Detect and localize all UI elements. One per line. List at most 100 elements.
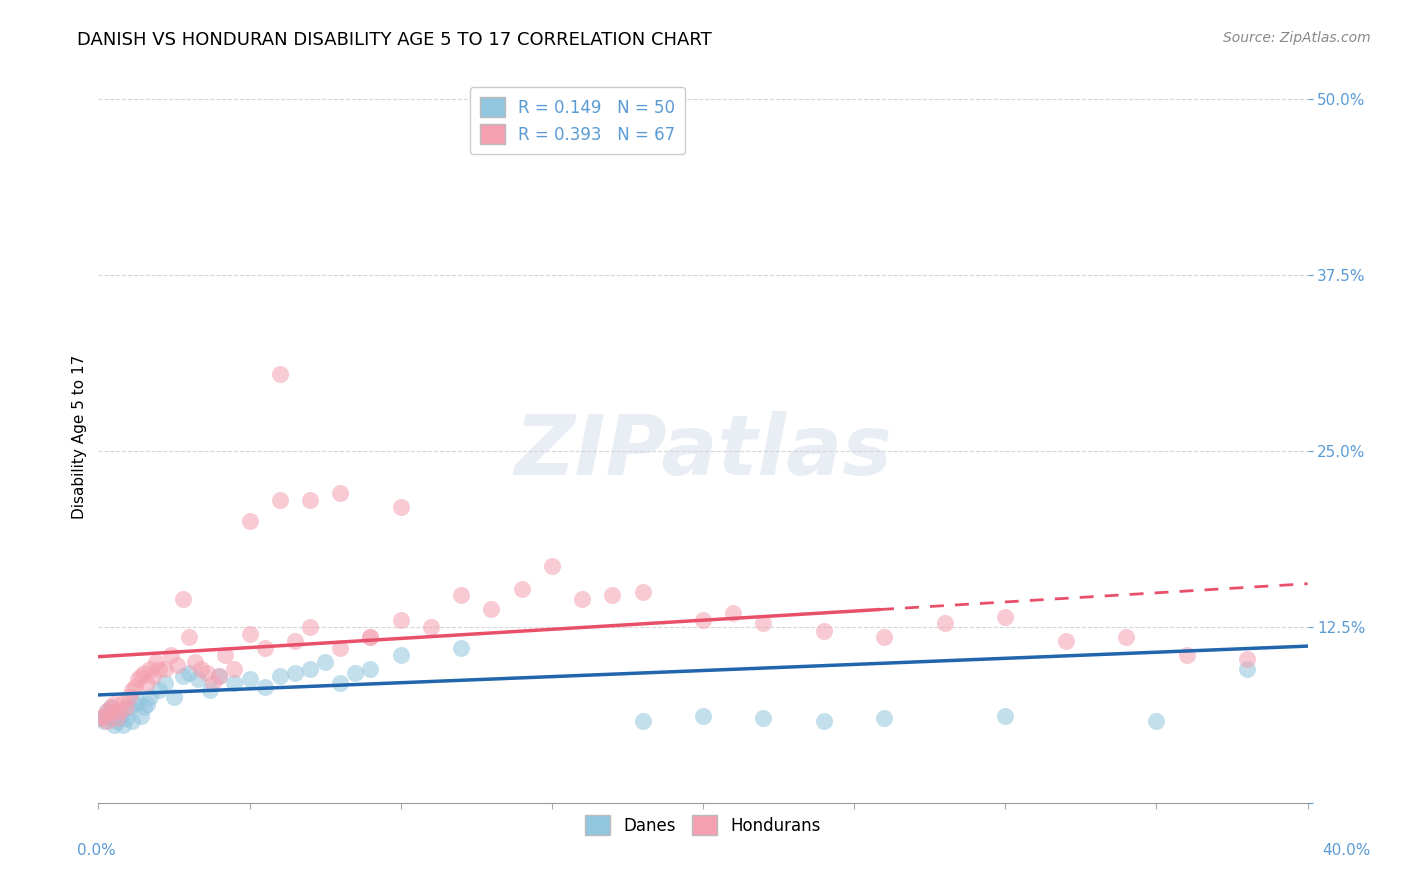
Point xyxy=(179,666,201,681)
Point xyxy=(135,676,157,690)
Point xyxy=(96,705,118,719)
Point xyxy=(481,601,503,615)
Point xyxy=(631,714,654,729)
Point xyxy=(187,672,209,686)
Point xyxy=(100,700,122,714)
Point xyxy=(96,705,118,719)
Point xyxy=(105,714,128,729)
Point xyxy=(284,666,307,681)
Point xyxy=(344,666,367,681)
Point xyxy=(253,681,276,695)
Point xyxy=(239,515,262,529)
Point xyxy=(450,588,472,602)
Point xyxy=(190,662,212,676)
Point xyxy=(269,367,291,381)
Point xyxy=(314,655,336,669)
Point xyxy=(1144,714,1167,729)
Point xyxy=(299,620,322,634)
Point xyxy=(96,708,118,723)
Point xyxy=(224,676,246,690)
Point xyxy=(108,705,131,719)
Point xyxy=(121,714,143,729)
Point xyxy=(284,634,307,648)
Point xyxy=(752,711,775,725)
Text: 0.0%: 0.0% xyxy=(77,843,117,858)
Point xyxy=(111,718,134,732)
Point xyxy=(118,690,141,705)
Point xyxy=(184,655,207,669)
Legend: Danes, Hondurans: Danes, Hondurans xyxy=(578,808,828,842)
Point xyxy=(124,698,146,712)
Point xyxy=(723,606,745,620)
Point xyxy=(139,690,162,705)
Point xyxy=(299,662,322,676)
Point xyxy=(118,700,141,714)
Point xyxy=(195,666,218,681)
Point xyxy=(202,676,225,690)
Point xyxy=(813,624,835,639)
Point xyxy=(269,669,291,683)
Point xyxy=(934,615,956,630)
Point xyxy=(93,714,115,729)
Point xyxy=(148,683,170,698)
Point xyxy=(510,582,533,596)
Point xyxy=(1175,648,1198,662)
Point xyxy=(253,641,276,656)
Point xyxy=(208,669,231,683)
Point xyxy=(994,708,1017,723)
Point xyxy=(269,493,291,508)
Point xyxy=(360,630,382,644)
Point xyxy=(1054,634,1077,648)
Point xyxy=(1236,652,1258,666)
Point xyxy=(153,676,176,690)
Text: 40.0%: 40.0% xyxy=(1323,843,1371,858)
Point xyxy=(540,559,562,574)
Point xyxy=(329,676,352,690)
Point xyxy=(103,711,125,725)
Point xyxy=(129,708,152,723)
Point xyxy=(389,613,412,627)
Point xyxy=(239,672,262,686)
Point xyxy=(360,630,382,644)
Point xyxy=(873,711,896,725)
Point xyxy=(214,648,236,662)
Point xyxy=(90,711,112,725)
Text: ZIPatlas: ZIPatlas xyxy=(515,411,891,492)
Point xyxy=(172,669,194,683)
Text: Source: ZipAtlas.com: Source: ZipAtlas.com xyxy=(1223,31,1371,45)
Point xyxy=(148,662,170,676)
Point xyxy=(100,700,122,714)
Point xyxy=(103,705,125,719)
Point xyxy=(994,610,1017,624)
Point xyxy=(692,613,714,627)
Point xyxy=(105,711,128,725)
Point xyxy=(132,666,155,681)
Point xyxy=(127,694,149,708)
Point xyxy=(121,683,143,698)
Point xyxy=(103,718,125,732)
Point xyxy=(96,714,118,729)
Point xyxy=(360,662,382,676)
Text: DANISH VS HONDURAN DISABILITY AGE 5 TO 17 CORRELATION CHART: DANISH VS HONDURAN DISABILITY AGE 5 TO 1… xyxy=(77,31,711,49)
Point xyxy=(111,694,134,708)
Point xyxy=(329,486,352,500)
Point xyxy=(129,669,152,683)
Point xyxy=(239,627,262,641)
Point xyxy=(1236,662,1258,676)
Point xyxy=(208,669,231,683)
Point xyxy=(179,630,201,644)
Point xyxy=(299,493,322,508)
Point xyxy=(172,591,194,606)
Point xyxy=(145,655,167,669)
Point xyxy=(873,630,896,644)
Point xyxy=(631,584,654,599)
Point xyxy=(127,672,149,686)
Point xyxy=(571,591,593,606)
Point xyxy=(135,698,157,712)
Point xyxy=(329,641,352,656)
Point xyxy=(389,500,412,515)
Point xyxy=(142,669,165,683)
Point xyxy=(163,690,186,705)
Point xyxy=(200,683,222,698)
Point xyxy=(420,620,443,634)
